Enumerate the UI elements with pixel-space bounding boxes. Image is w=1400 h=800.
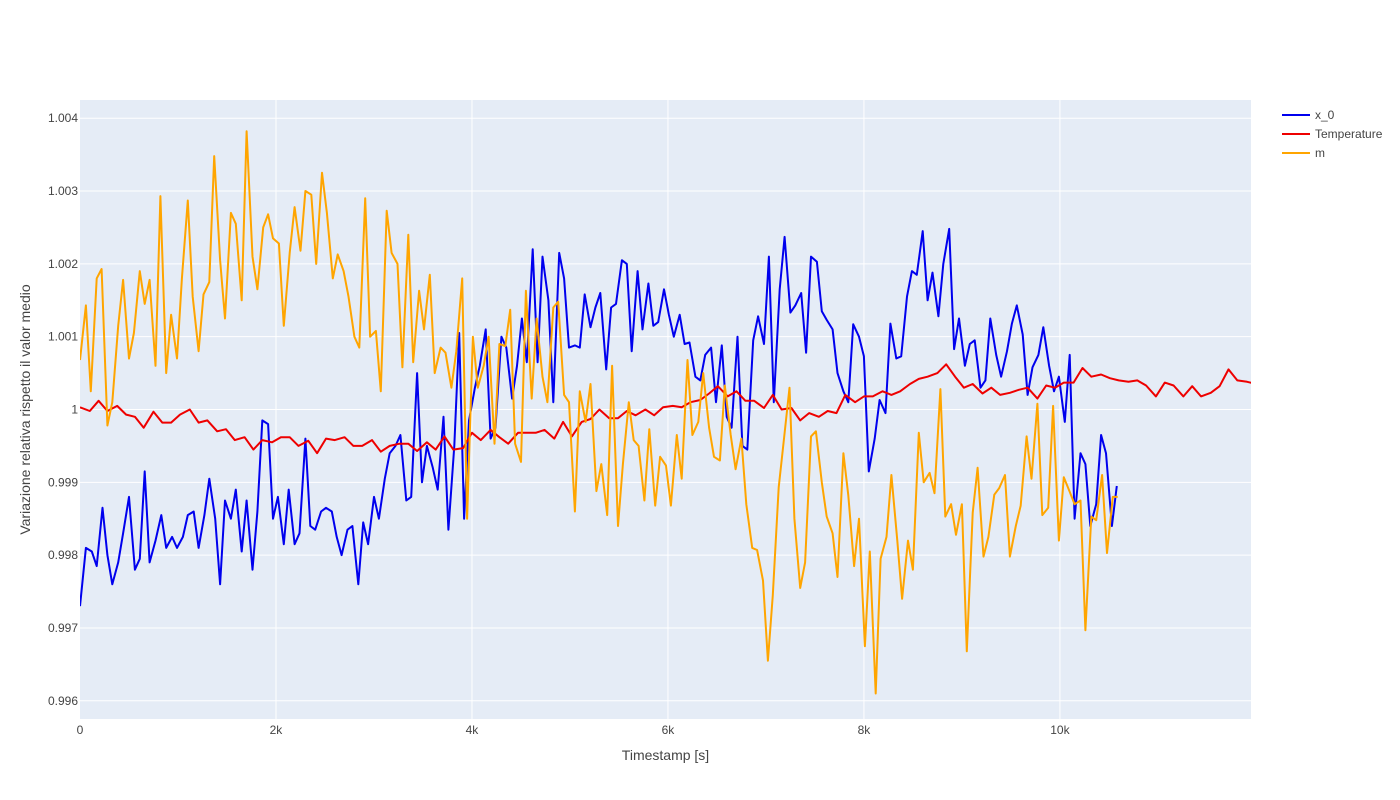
y-axis-ticks: 0.996 0.997 0.998 0.999 1 1.001 1.002 1.003 1.00… [48, 111, 78, 708]
y-tick-label: 0.996 [48, 694, 78, 708]
y-tick-label: 1 [71, 403, 78, 417]
x-tick-label: 6k [662, 723, 676, 737]
legend-label: Temperature [1315, 127, 1383, 141]
series-line-m[interactable] [80, 130, 1118, 695]
x-tick-label: 2k [270, 723, 284, 737]
y-tick-label: 0.998 [48, 548, 78, 562]
y-tick-label: 1.002 [48, 257, 78, 271]
legend-label: x_0 [1315, 108, 1335, 122]
series-line-x-0[interactable] [80, 227, 1118, 607]
y-tick-label: 1.004 [48, 111, 78, 125]
series-line-temperature[interactable] [80, 363, 1329, 455]
series-lines [80, 130, 1329, 695]
y-tick-label: 0.997 [48, 621, 78, 635]
y-tick-label: 1.001 [48, 330, 78, 344]
x-axis-ticks: 0 2k 4k 6k 8k 10k [77, 723, 1071, 737]
y-axis-title: Variazione relativa rispetto il valor me… [17, 284, 33, 535]
legend-item[interactable]: m [1282, 146, 1325, 160]
grid-lines [80, 100, 1251, 719]
legend-label: m [1315, 146, 1325, 160]
x-axis-title: Timestamp [s] [622, 747, 709, 763]
y-tick-label: 1.003 [48, 184, 78, 198]
x-tick-label: 4k [466, 723, 480, 737]
x-tick-label: 8k [858, 723, 872, 737]
x-tick-label: 0 [77, 723, 84, 737]
y-tick-label: 0.999 [48, 475, 78, 489]
legend-item[interactable]: Temperature [1282, 127, 1383, 141]
x-tick-label: 10k [1050, 723, 1070, 737]
legend[interactable]: x_0 Temperature m [1282, 108, 1383, 160]
legend-item[interactable]: x_0 [1282, 108, 1335, 122]
